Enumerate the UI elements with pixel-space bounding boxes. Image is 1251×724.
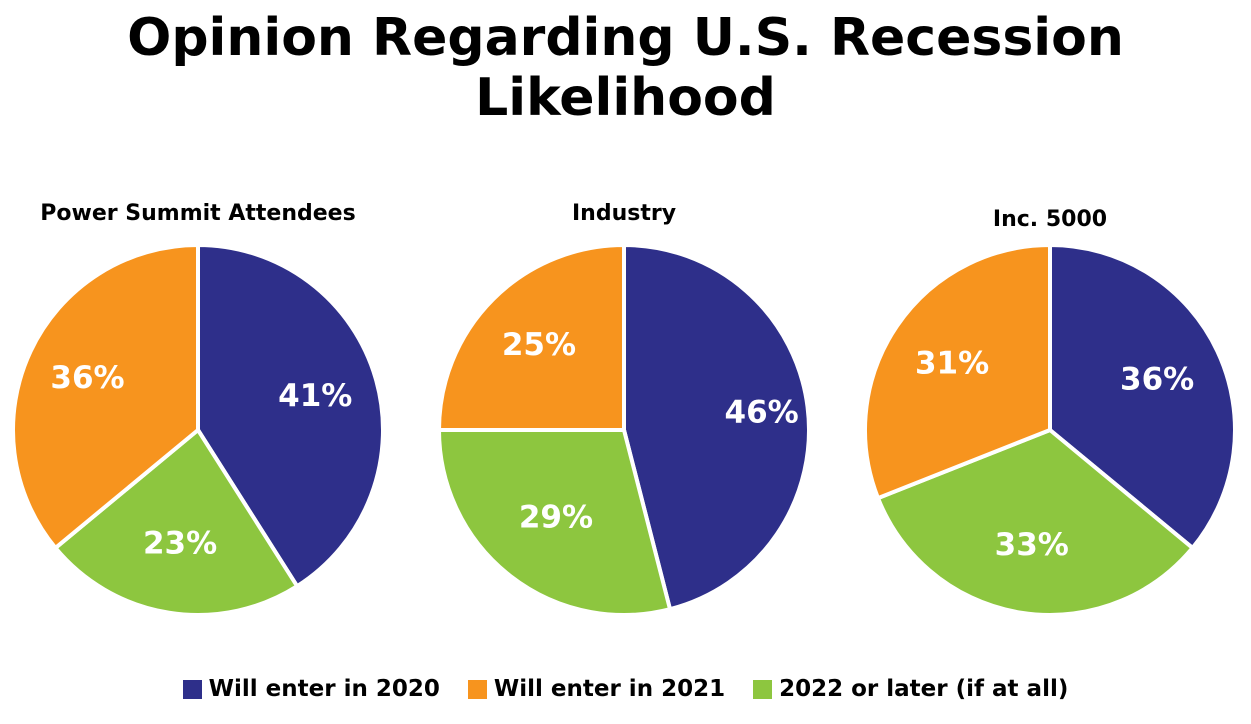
pie-slice-will-enter-in-2020 bbox=[1048, 243, 1237, 550]
chart-title: Opinion Regarding U.S. Recession Likelih… bbox=[0, 8, 1251, 128]
pie-label-2022-or-later-if-at-all: 29% bbox=[519, 500, 593, 536]
pie-label-will-enter-in-2021: 36% bbox=[50, 360, 124, 396]
pie-power-summit-attendees: Power Summit Attendees 41% 23% 36% bbox=[11, 201, 385, 617]
pie-slice-2022-or-later-if-at-all bbox=[437, 428, 673, 617]
legend-swatch-2022-later bbox=[753, 679, 773, 699]
title-line-2: Likelihood bbox=[475, 68, 776, 128]
legend-label-2021: Will enter in 2021 bbox=[493, 676, 726, 702]
pie-label-2022-or-later-if-at-all: 23% bbox=[143, 525, 217, 561]
pie-title-power-summit-attendees: Power Summit Attendees bbox=[40, 201, 355, 226]
legend: Will enter in 2020 Will enter in 2021 20… bbox=[0, 676, 1251, 702]
legend-swatch-2021 bbox=[467, 679, 487, 699]
pie-slice-will-enter-in-2021 bbox=[863, 243, 1052, 501]
legend-item-2022-later: 2022 or later (if at all) bbox=[753, 676, 1068, 702]
legend-item-2021: Will enter in 2021 bbox=[467, 676, 726, 702]
pie-label-will-enter-in-2021: 25% bbox=[502, 327, 576, 363]
pie-title-inc-5000: Inc. 5000 bbox=[993, 207, 1107, 232]
pie-slice-will-enter-in-2020 bbox=[622, 243, 811, 612]
pie-slice-2022-or-later-if-at-all bbox=[875, 428, 1195, 617]
pie-label-will-enter-in-2020: 46% bbox=[725, 395, 799, 431]
pie-label-will-enter-in-2020: 41% bbox=[278, 378, 352, 414]
pie-label-will-enter-in-2021: 31% bbox=[915, 345, 989, 381]
pie-title-industry: Industry bbox=[572, 201, 676, 226]
legend-label-2022-later: 2022 or later (if at all) bbox=[779, 676, 1069, 702]
pie-slice-will-enter-in-2021 bbox=[437, 243, 626, 432]
legend-item-2020: Will enter in 2020 bbox=[182, 676, 440, 702]
legend-swatch-2020 bbox=[182, 679, 202, 699]
pie-slice-will-enter-in-2021 bbox=[11, 243, 200, 550]
pie-inc-5000: Inc. 5000 36% 33% 31% bbox=[863, 207, 1237, 617]
pie-industry: Industry 46% 29% 25% bbox=[437, 201, 811, 617]
pie-label-will-enter-in-2020: 36% bbox=[1120, 362, 1194, 398]
pie-slice-2022-or-later-if-at-all bbox=[53, 428, 300, 617]
pie-label-2022-or-later-if-at-all: 33% bbox=[995, 527, 1069, 563]
legend-label-2020: Will enter in 2020 bbox=[208, 676, 440, 702]
title-line-1: Opinion Regarding U.S. Recession bbox=[127, 8, 1124, 68]
